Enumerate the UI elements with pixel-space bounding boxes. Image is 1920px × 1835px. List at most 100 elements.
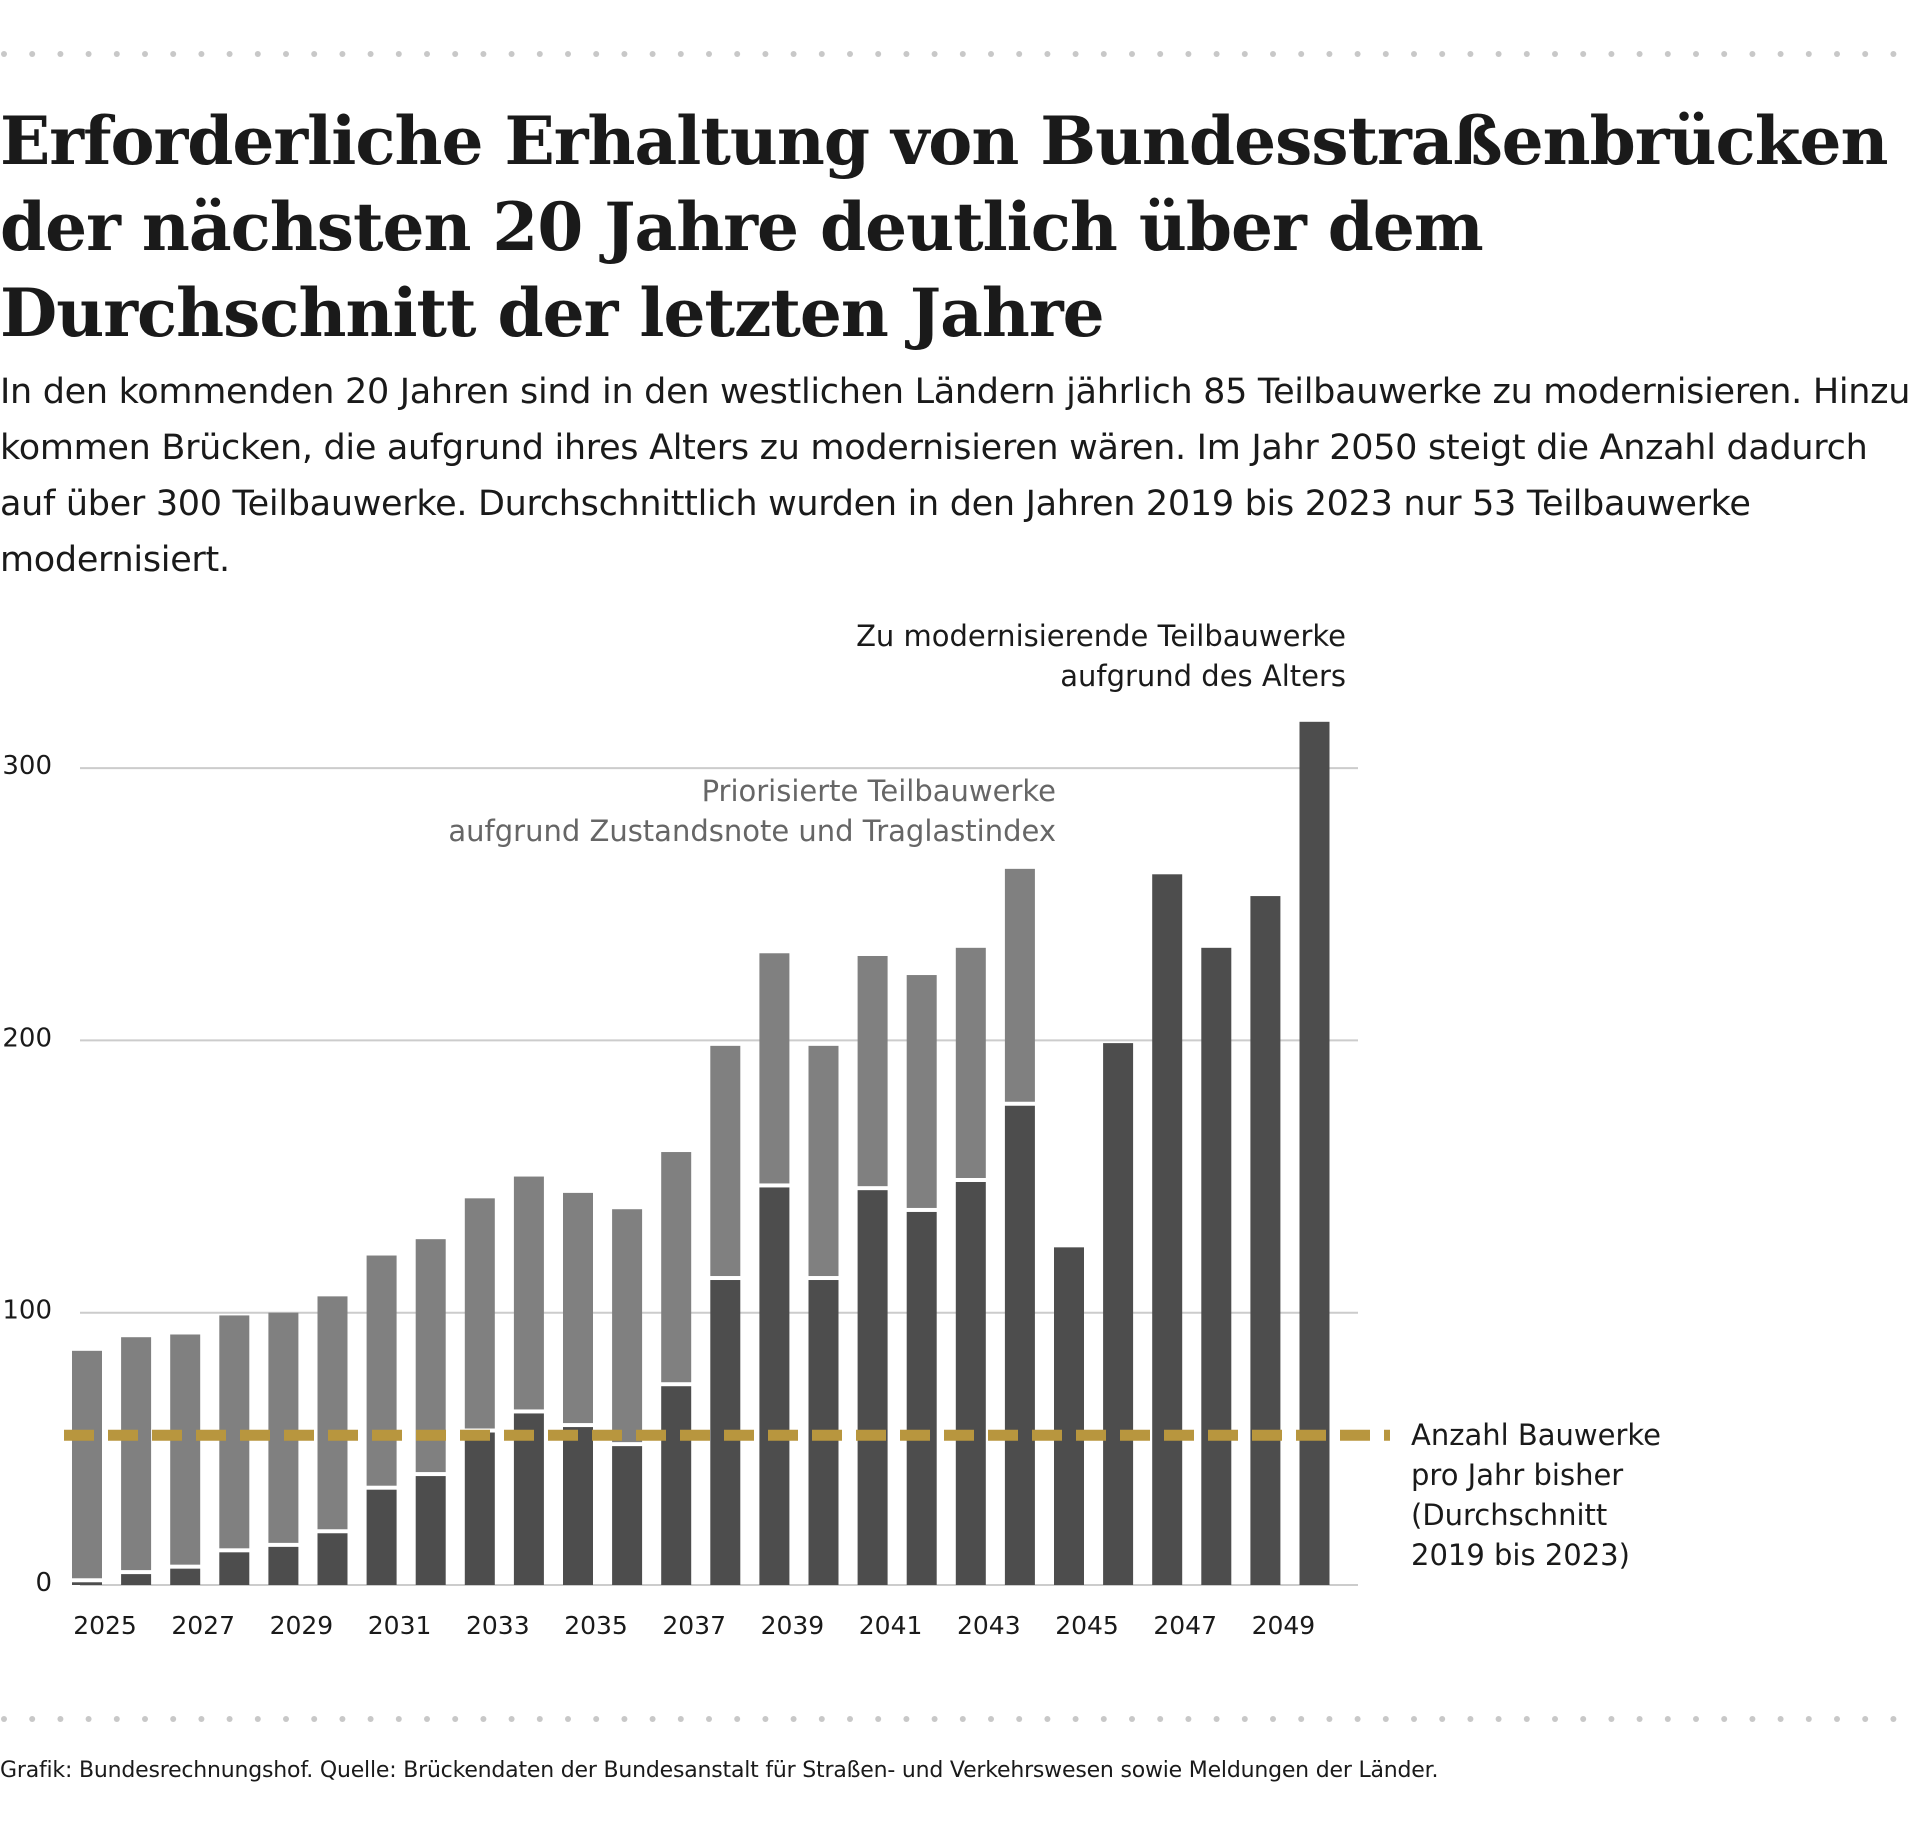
divider-dot bbox=[1241, 1716, 1248, 1722]
bar-prioritized-2042 bbox=[906, 975, 937, 1208]
divider-dot bbox=[875, 51, 882, 57]
divider-dot bbox=[311, 51, 318, 57]
divider-dot bbox=[1241, 51, 1248, 57]
divider-dot bbox=[1411, 51, 1417, 57]
divider-dot bbox=[452, 1716, 459, 1722]
divider-dot bbox=[734, 1716, 741, 1722]
annotation-prioritized: Priorisierte Teilbauwerke bbox=[702, 774, 1056, 808]
bar-prioritized-2035 bbox=[563, 1192, 593, 1424]
divider-dot bbox=[931, 51, 938, 57]
divider-dot bbox=[818, 51, 825, 57]
divider-dot bbox=[1439, 51, 1446, 57]
divider-dot bbox=[593, 51, 600, 57]
bar-age-2044 bbox=[1004, 1105, 1035, 1585]
bar-prioritized-2034 bbox=[513, 1176, 544, 1410]
divider-dot bbox=[85, 1716, 92, 1722]
bar-prioritized-2041 bbox=[857, 955, 888, 1187]
divider-dot bbox=[1213, 1716, 1220, 1722]
divider-dot bbox=[1382, 51, 1389, 57]
divider-dot bbox=[254, 51, 261, 57]
bar-age-2033 bbox=[464, 1432, 495, 1585]
divider-dot bbox=[818, 1716, 825, 1722]
divider-dot bbox=[1636, 51, 1643, 57]
bar-age-2043 bbox=[955, 1181, 986, 1585]
divider-dot bbox=[1185, 51, 1192, 57]
bar-age-2029 bbox=[268, 1546, 299, 1585]
divider-dot bbox=[677, 1716, 684, 1722]
divider-dot bbox=[1749, 1716, 1756, 1722]
x-tick-label-2049: 2049 bbox=[1252, 1611, 1316, 1640]
y-tick-label-0: 0 bbox=[35, 1568, 52, 1598]
divider-dot bbox=[1890, 1716, 1897, 1722]
divider-dot bbox=[1777, 1716, 1784, 1722]
bar-prioritized-2043 bbox=[955, 947, 986, 1178]
x-tick-label-2035: 2035 bbox=[564, 1611, 628, 1640]
divider-dot bbox=[1213, 51, 1220, 57]
average-line-label: pro Jahr bisher bbox=[1411, 1458, 1623, 1492]
divider-dot bbox=[1157, 1716, 1164, 1722]
divider-dot bbox=[621, 1716, 628, 1722]
bar-age-2042 bbox=[906, 1211, 937, 1585]
bar-prioritized-2029 bbox=[268, 1312, 299, 1543]
chart-title: Erforderliche Erhaltung von Bundesstraße… bbox=[0, 102, 1888, 352]
y-tick-label-200: 200 bbox=[2, 1023, 52, 1053]
bar-prioritized-2027 bbox=[170, 1334, 201, 1565]
divider-dot bbox=[367, 1716, 374, 1722]
divider-dot bbox=[847, 51, 853, 57]
divider-dot bbox=[1270, 51, 1276, 57]
divider-dot bbox=[903, 1716, 910, 1722]
divider-dot bbox=[1298, 51, 1305, 57]
divider-dot bbox=[536, 1716, 543, 1722]
divider-dot bbox=[1354, 1716, 1361, 1722]
y-tick-label-100: 100 bbox=[2, 1296, 52, 1326]
divider-dot bbox=[29, 1716, 36, 1722]
divider-dot bbox=[395, 51, 402, 57]
divider-dot bbox=[424, 51, 430, 57]
divider-dot bbox=[1890, 51, 1897, 57]
bar-age-2032 bbox=[415, 1476, 446, 1585]
divider-dot bbox=[875, 1716, 882, 1722]
x-tick-label-2045: 2045 bbox=[1055, 1611, 1119, 1640]
bar-age-2031 bbox=[366, 1489, 397, 1585]
divider-dot bbox=[367, 51, 374, 57]
bar-age-2039 bbox=[759, 1187, 790, 1585]
divider-dot bbox=[677, 51, 684, 57]
divider-dot bbox=[1467, 51, 1474, 57]
divider-dot bbox=[1552, 51, 1558, 57]
bar-prioritized-2025 bbox=[72, 1350, 102, 1579]
divider-dot bbox=[1072, 51, 1079, 57]
divider-dot bbox=[1016, 51, 1023, 57]
divider-dot bbox=[1664, 51, 1671, 57]
divider-dot bbox=[1072, 1716, 1079, 1722]
divider-dot bbox=[565, 1716, 571, 1722]
divider-dot bbox=[959, 1716, 966, 1722]
divider-dot bbox=[988, 1716, 994, 1722]
divider-dot bbox=[113, 51, 120, 57]
divider-dot bbox=[1326, 1716, 1333, 1722]
divider-dot bbox=[339, 1716, 346, 1722]
x-tick-label-2039: 2039 bbox=[761, 1611, 825, 1640]
bar-age-2025 bbox=[72, 1582, 102, 1585]
divider-dot bbox=[424, 1716, 430, 1722]
stacked-bar-chart: Anzahl Bauwerke pro Jahr bisher (Durchschn… bbox=[2, 619, 1661, 1640]
divider-dot bbox=[1608, 51, 1615, 57]
divider-dot bbox=[85, 51, 92, 57]
divider-dot bbox=[1862, 1716, 1869, 1722]
annotation-age-based: Zu modernisierende Teilbauwerke bbox=[856, 619, 1346, 653]
divider-dot bbox=[1805, 51, 1812, 57]
divider-dot bbox=[226, 51, 233, 57]
divider-dot bbox=[1580, 1716, 1587, 1722]
divider-dot bbox=[311, 1716, 318, 1722]
divider-dot bbox=[959, 51, 966, 57]
divider-dot bbox=[1129, 1716, 1135, 1722]
divider-dot bbox=[1129, 51, 1135, 57]
bar-prioritized-2040 bbox=[808, 1045, 839, 1277]
divider-dot bbox=[1862, 51, 1869, 57]
bar-age-2050 bbox=[1299, 721, 1330, 1585]
divider-dot bbox=[931, 1716, 938, 1722]
bar-age-2036 bbox=[612, 1446, 643, 1585]
divider-dot bbox=[1777, 51, 1784, 57]
x-tick-label-2047: 2047 bbox=[1153, 1611, 1217, 1640]
divider-dot bbox=[1044, 51, 1051, 57]
divider-dot bbox=[847, 1716, 853, 1722]
